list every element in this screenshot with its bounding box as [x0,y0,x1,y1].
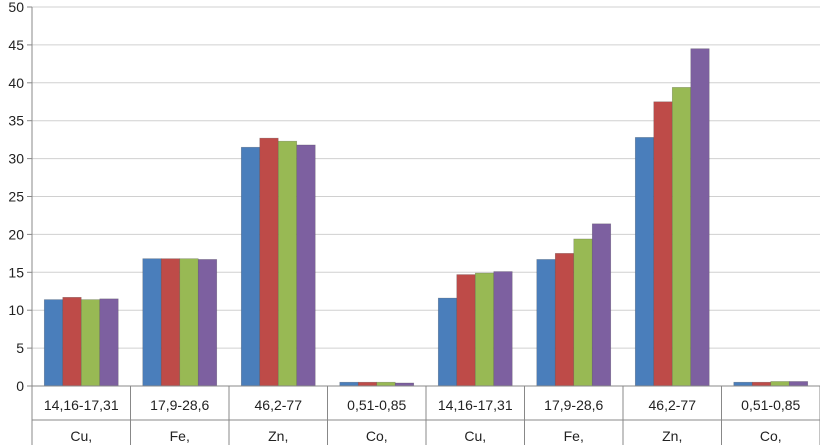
y-tick-label: 25 [8,189,24,205]
bar [591,223,612,387]
y-tick-label: 20 [8,226,24,242]
bar [80,299,101,387]
bar [554,253,575,387]
bar [456,274,476,387]
bar [690,48,710,387]
bar [43,299,64,387]
bar [339,381,359,387]
bar [751,381,772,387]
y-tick-label: 15 [8,264,24,280]
x-category-range-label: 17,9-28,6 [544,397,603,413]
bar [160,258,181,387]
bar [357,381,378,387]
x-category-element-label: Fe, [170,428,190,444]
x-category-labels: 14,16-17,31 Cu, 17,9-28,6 Fe, 46,2-77 Zn, 0,51… [44,397,801,444]
y-tick-label: 10 [8,302,24,318]
bar [376,381,396,387]
bar [277,140,298,387]
bar [179,258,199,387]
x-category-range-label: 17,9-28,6 [150,397,209,413]
bar [536,259,556,387]
bar [296,144,316,387]
bar [474,272,495,387]
bar [733,381,753,387]
x-category-element-label: Zn, [662,428,682,444]
x-category-range-label: 14,16-17,31 [438,397,513,413]
y-tick-label: 50 [8,0,24,15]
bar [671,87,692,387]
y-tick-labels: 0 5 10 15 20 25 30 35 40 45 50 [8,0,24,394]
x-category-range-label: 14,16-17,31 [44,397,119,413]
bar [770,381,790,387]
y-tick-label: 5 [16,340,24,356]
bar [259,137,279,387]
bar [653,101,673,387]
x-category-element-label: Cu, [70,428,92,444]
x-category-range-label: 46,2-77 [649,397,697,413]
x-category-range-label: 0,51-0,85 [741,397,800,413]
x-category-range-label: 0,51-0,85 [347,397,406,413]
bar [573,238,593,387]
bar [240,146,261,387]
bar [197,259,218,387]
bar [437,297,458,387]
bar [788,381,809,387]
x-category-element-label: Co, [366,428,388,444]
x-category-element-label: Co, [760,428,782,444]
y-tick-label: 35 [8,113,24,129]
x-category-element-label: Cu, [464,428,486,444]
axes [27,6,820,445]
y-tick-label: 0 [16,378,24,394]
bars-group [43,48,809,387]
bar [634,137,655,387]
x-category-element-label: Zn, [268,428,288,444]
bar [493,271,513,387]
x-category-element-label: Fe, [564,428,584,444]
bar [142,258,162,387]
y-tick-label: 40 [8,75,24,91]
y-tick-label: 30 [8,151,24,167]
bar [62,297,82,387]
bar [99,298,119,387]
x-category-range-label: 46,2-77 [255,397,303,413]
y-tick-label: 45 [8,37,24,53]
